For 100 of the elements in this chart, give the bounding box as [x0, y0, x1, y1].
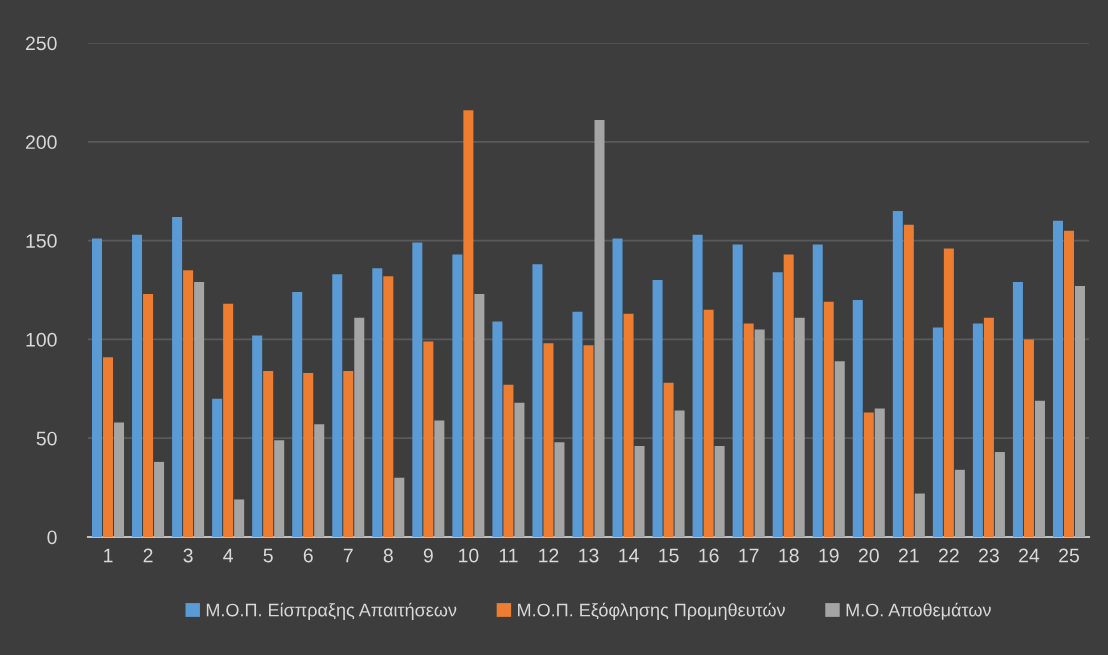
x-tick-label: 12 [539, 548, 559, 563]
bar [714, 446, 725, 537]
bar [692, 234, 703, 537]
x-tick-label: 8 [383, 548, 393, 563]
bar [452, 254, 463, 537]
bar [594, 120, 605, 537]
y-tick-label: 0 [47, 530, 57, 545]
bar [474, 293, 485, 537]
y-tick-label: 250 [25, 36, 57, 51]
x-tick-label: 24 [1019, 548, 1040, 563]
x-tick-label: 4 [223, 548, 233, 563]
bar [852, 299, 863, 537]
bar [423, 341, 434, 537]
bar [983, 317, 994, 537]
x-tick-label: 22 [939, 548, 959, 563]
x-tick-label: 14 [619, 548, 639, 563]
bar [863, 412, 874, 537]
x-tick-label: 17 [739, 548, 759, 563]
bar [172, 216, 183, 537]
bar [263, 371, 274, 537]
bar [972, 323, 983, 537]
bar [234, 499, 245, 537]
bar [1074, 286, 1085, 537]
x-tick-label: 1 [104, 548, 113, 563]
x-tick-label: 9 [423, 548, 433, 563]
bar [572, 311, 583, 537]
bar [583, 345, 594, 537]
legend-label: Μ.Ο. Αποθεμάτων [846, 602, 991, 620]
bar [783, 254, 794, 537]
bar [794, 317, 805, 537]
bar [332, 274, 343, 537]
bar [183, 270, 194, 537]
x-tick-label: 18 [779, 548, 799, 563]
bar [532, 264, 543, 537]
bar [394, 477, 405, 537]
bar [914, 493, 925, 537]
bar [554, 442, 565, 537]
bar [812, 244, 823, 537]
x-tick-label: 13 [579, 548, 599, 563]
x-tick-label: 3 [183, 548, 193, 563]
x-tick-label: 21 [898, 548, 919, 563]
x-tick-label: 2 [143, 548, 153, 563]
bar [223, 303, 234, 537]
x-tick-label: 25 [1059, 548, 1079, 563]
bar [623, 313, 634, 537]
bar [514, 402, 525, 537]
bar [252, 335, 263, 537]
bar [434, 420, 445, 537]
bar [743, 323, 754, 537]
bar [412, 242, 423, 537]
bar [343, 371, 354, 537]
bar [932, 327, 943, 537]
bar [1063, 230, 1074, 537]
bar [132, 234, 143, 537]
x-tick-label: 23 [979, 548, 999, 563]
bar [194, 282, 205, 537]
bar [212, 398, 223, 537]
bar [994, 452, 1005, 537]
bar [503, 384, 514, 537]
bar [492, 321, 503, 537]
x-tick-label: 10 [459, 548, 479, 563]
bar [903, 224, 914, 537]
bar [543, 343, 554, 537]
bar [292, 291, 303, 537]
x-tick-label: 15 [659, 548, 679, 563]
bar [834, 361, 845, 537]
bar [732, 244, 743, 537]
bar [612, 238, 623, 537]
bar [1034, 400, 1045, 537]
bar [303, 372, 314, 537]
x-tick-label: 16 [699, 548, 719, 563]
bar [1012, 282, 1023, 537]
bar [1023, 339, 1034, 537]
y-tick-label: 100 [26, 332, 57, 347]
bar [372, 268, 383, 537]
bar [754, 329, 765, 537]
x-tick-label: 5 [263, 548, 273, 563]
y-tick-label: 150 [26, 234, 57, 248]
x-tick-label: 19 [819, 548, 839, 563]
bar [772, 272, 783, 537]
y-tick-label: 200 [25, 135, 57, 150]
bar [674, 410, 685, 537]
bar [663, 382, 674, 537]
bar [892, 210, 903, 537]
bar [383, 276, 394, 537]
bar [114, 422, 125, 537]
bar [103, 357, 114, 537]
bar [314, 424, 325, 537]
bar [652, 280, 663, 537]
bar [463, 110, 474, 537]
bar [874, 408, 885, 537]
bar [154, 461, 165, 537]
legend-label: Μ.Ο.Π. Εξόφλησης Προμηθευτών [518, 602, 785, 620]
bar [143, 293, 154, 537]
bar [1052, 220, 1063, 537]
x-tick-label: 20 [858, 548, 879, 563]
legend-label: Μ.Ο.Π. Είσπραξης Απαιτήσεων [206, 602, 457, 620]
bar [92, 238, 103, 537]
bar [954, 469, 965, 537]
x-tick-label: 7 [343, 548, 353, 563]
